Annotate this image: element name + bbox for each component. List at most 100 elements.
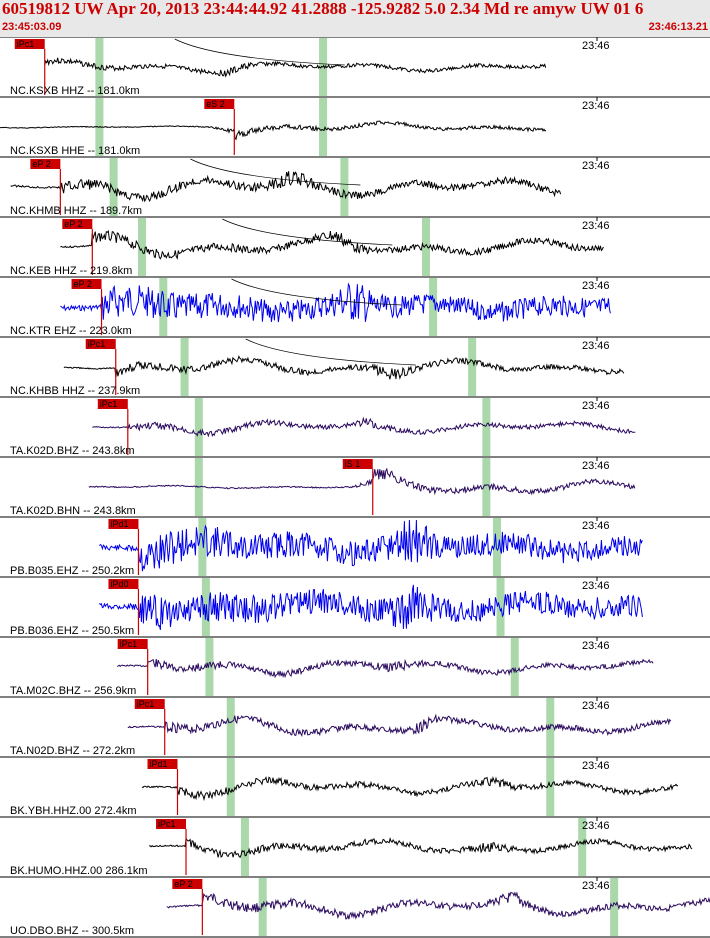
time-tick-label: 23:46 bbox=[582, 640, 610, 652]
header-bar: 60519812 UW Apr 20, 2013 23:44:44.92 41.… bbox=[0, 0, 710, 37]
arrival-window bbox=[496, 578, 505, 636]
arrival-window bbox=[95, 38, 104, 96]
pick-label: eP 2 bbox=[174, 879, 192, 889]
trace-panel: eP 2 NC.KTR EHZ -- 223.0km 23:46 bbox=[0, 276, 710, 337]
trace-panel: iPc1 BK.HUMO.HHZ.00 286.1km 23:46 bbox=[0, 816, 710, 877]
time-tick-label: 23:46 bbox=[582, 460, 610, 472]
arrival-window bbox=[240, 818, 249, 876]
pick-label: iPc1 bbox=[158, 819, 176, 829]
time-tick-label: 23:46 bbox=[582, 820, 610, 832]
station-label: TA.K02D.BHZ -- 243.8km bbox=[10, 445, 135, 457]
pick-label: iPc1 bbox=[88, 339, 106, 349]
pick-label-box bbox=[172, 879, 203, 889]
pick-label-box bbox=[156, 819, 187, 829]
time-tick-label: 23:46 bbox=[582, 520, 610, 532]
station-label: NC.KEB HHZ -- 219.8km bbox=[10, 265, 132, 277]
station-label: BK.YBH.HHZ.00 272.4km bbox=[10, 805, 137, 817]
time-tick-label: 23:46 bbox=[582, 400, 610, 412]
pick-label-box bbox=[342, 459, 373, 469]
arrival-window bbox=[429, 278, 438, 336]
trace-panel: iPc1 TA.K02D.BHZ -- 243.8km 23:46 bbox=[0, 396, 710, 457]
arrival-window bbox=[422, 218, 430, 276]
time-tick-label: 23:46 bbox=[582, 40, 610, 52]
pick-label: eS 2 bbox=[206, 99, 225, 109]
pick-label-box bbox=[147, 759, 178, 769]
model-curve bbox=[231, 278, 402, 306]
waveform bbox=[0, 120, 547, 141]
trace-panel: eP 2 UO.DBO.BHZ -- 300.5km 23:46 bbox=[0, 876, 710, 937]
time-tick-label: 23:46 bbox=[582, 700, 610, 712]
trace-panel: iPc1 TA.N02D.BHZ -- 272.2km 23:46 bbox=[0, 696, 710, 757]
trace-panel: iPc1 NC.KSXB HHZ -- 181.0km 23:46 bbox=[0, 37, 710, 97]
station-label: NC.KSXB HHE -- 181.0km bbox=[10, 145, 140, 157]
arrival-window bbox=[578, 818, 587, 876]
pick-label-box bbox=[108, 519, 139, 529]
station-label: TA.M02C.BHZ -- 256.9km bbox=[10, 685, 136, 697]
arrival-window bbox=[109, 158, 118, 216]
waveform bbox=[99, 519, 643, 572]
station-label: PB.B035.EHZ -- 250.2km bbox=[10, 565, 134, 577]
arrival-window bbox=[198, 518, 207, 576]
waveform bbox=[166, 891, 710, 920]
pick-label-box bbox=[117, 639, 148, 649]
time-tick-label: 23:46 bbox=[582, 580, 610, 592]
arrival-window bbox=[546, 758, 555, 816]
arrival-window bbox=[159, 278, 168, 336]
waveform bbox=[88, 467, 636, 496]
pick-label: iS 1 bbox=[345, 459, 361, 469]
waveform bbox=[10, 171, 562, 203]
end-time: 23:46:13.21 bbox=[648, 21, 708, 33]
station-label: NC.KSXB HHZ -- 181.0km bbox=[10, 85, 140, 97]
station-label: BK.HUMO.HHZ.00 286.1km bbox=[10, 865, 148, 877]
model-curve bbox=[245, 338, 416, 366]
time-tick-label: 23:46 bbox=[582, 280, 610, 292]
pick-label: eP 2 bbox=[64, 219, 82, 229]
station-label: NC.KHMB HHZ -- 189.7km bbox=[10, 205, 142, 217]
seismogram-panel: iPc1 NC.KSXB HHZ -- 181.0km 23:46 eS 2 NC.KS… bbox=[0, 37, 710, 938]
pick-label-box bbox=[204, 99, 235, 109]
trace-panel: iS 1 TA.K02D.BHN -- 243.8km 23:46 bbox=[0, 456, 710, 517]
arrival-window bbox=[610, 878, 619, 936]
pick-label: eP 2 bbox=[32, 159, 50, 169]
arrival-window bbox=[493, 518, 501, 576]
arrival-window bbox=[205, 638, 214, 696]
waveform bbox=[127, 713, 672, 737]
trace-panel: iPd1 BK.YBH.HHZ.00 272.4km 23:46 bbox=[0, 756, 710, 817]
pick-label-box bbox=[30, 159, 61, 169]
event-title: 60519812 UW Apr 20, 2013 23:44:44.92 41.… bbox=[2, 0, 644, 18]
pick-label: eP 2 bbox=[74, 279, 92, 289]
start-time: 23:45:03.09 bbox=[2, 21, 62, 33]
pick-label: iPd0 bbox=[110, 579, 128, 589]
pick-label: iPc1 bbox=[120, 639, 138, 649]
trace-panel: iPc1 TA.M02C.BHZ -- 256.9km 23:46 bbox=[0, 636, 710, 697]
pick-label: iPd1 bbox=[150, 759, 168, 769]
time-tick-label: 23:46 bbox=[582, 160, 610, 172]
trace-panel: eS 2 NC.KSXB HHE -- 181.0km 23:46 bbox=[0, 96, 710, 157]
waveform bbox=[141, 775, 679, 802]
waveform bbox=[99, 584, 643, 631]
time-tick-label: 23:46 bbox=[582, 340, 610, 352]
waveform bbox=[149, 836, 693, 859]
pick-label-box bbox=[14, 39, 45, 49]
arrival-window bbox=[226, 758, 235, 816]
time-tick-label: 23:46 bbox=[582, 880, 610, 892]
station-label: TA.N02D.BHZ -- 272.2km bbox=[10, 745, 135, 757]
pick-label: iPd1 bbox=[110, 519, 128, 529]
pick-label-box bbox=[85, 339, 116, 349]
waveform bbox=[92, 416, 636, 438]
model-curve bbox=[222, 218, 393, 246]
time-tick-label: 23:46 bbox=[582, 220, 610, 232]
arrival-window bbox=[138, 218, 146, 276]
trace-panel: eP 2 NC.KEB HHZ -- 219.8km 23:46 bbox=[0, 216, 710, 277]
pick-label: iPc1 bbox=[100, 399, 118, 409]
arrival-window bbox=[482, 458, 491, 516]
pick-label: iPc1 bbox=[137, 699, 155, 709]
pick-label-box bbox=[71, 279, 102, 289]
pick-label-box bbox=[97, 399, 128, 409]
time-tick-label: 23:46 bbox=[582, 100, 610, 112]
model-curve bbox=[174, 38, 345, 66]
waveform bbox=[116, 658, 654, 679]
arrival-window bbox=[226, 698, 235, 756]
station-label: PB.B036.EHZ -- 250.5km bbox=[10, 625, 134, 637]
trace-panel: iPd1 PB.B035.EHZ -- 250.2km 23:46 bbox=[0, 516, 710, 577]
